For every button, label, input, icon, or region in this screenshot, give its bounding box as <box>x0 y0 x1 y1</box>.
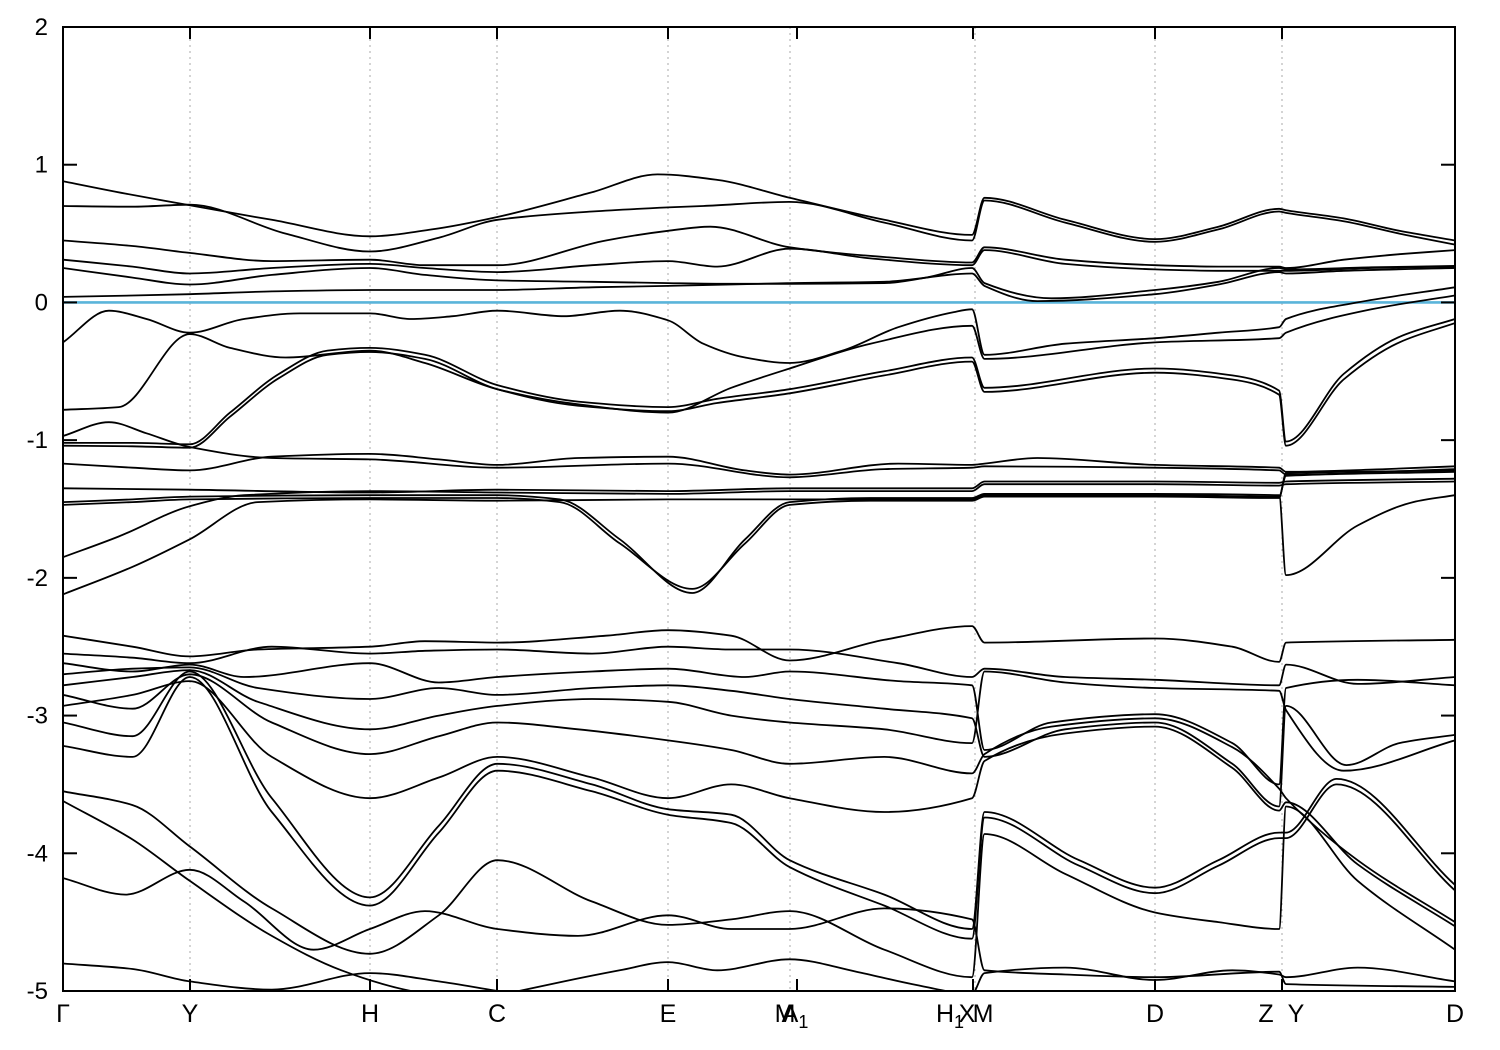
x-tick-label: H1 <box>936 1000 964 1032</box>
bands-group <box>63 173 1455 991</box>
y-tick-label: -2 <box>27 565 48 592</box>
band-curve <box>63 680 1455 928</box>
band-curve <box>63 625 1455 663</box>
y-tick-label: -5 <box>27 978 48 1005</box>
x-tick-label: M <box>973 1000 994 1028</box>
band-curve <box>63 868 1455 988</box>
band-curve <box>63 480 1455 559</box>
band-curve <box>63 199 1455 253</box>
x-tick-label: A1 <box>782 1000 809 1032</box>
x-tick-label: E <box>660 1000 677 1028</box>
x-tick-label: Z <box>1258 1000 1273 1028</box>
band-curve <box>63 294 1455 414</box>
x-tick-label: D <box>1146 1000 1164 1028</box>
band-curve <box>63 470 1455 596</box>
band-curve <box>63 645 1455 687</box>
band-curve <box>63 676 1455 940</box>
y-tick-label: 1 <box>35 152 48 179</box>
y-tick-label: -3 <box>27 703 48 730</box>
x-tick-label: C <box>488 1000 506 1028</box>
y-tick-label: -1 <box>27 427 48 454</box>
band-curve <box>63 800 416 991</box>
band-curve <box>63 790 1455 979</box>
y-tick-label: -4 <box>27 840 48 867</box>
band-curve <box>63 673 1455 923</box>
band-curve <box>63 669 1455 772</box>
y-tick-label: 2 <box>35 14 48 41</box>
band-curve <box>63 173 1455 242</box>
x-tick-label: X <box>959 1000 976 1028</box>
x-tick-label: Y <box>182 1000 199 1028</box>
band-curve <box>63 662 1455 786</box>
x-tick-label: M <box>775 1000 796 1028</box>
band-curve <box>63 322 1455 449</box>
band-curve <box>63 492 1455 594</box>
band-curve <box>63 469 1455 590</box>
band-curve <box>514 958 1455 991</box>
x-tick-label: D <box>1446 1000 1464 1028</box>
x-tick-label: H <box>361 1000 379 1028</box>
band-curve <box>63 267 1455 303</box>
band-curve <box>63 421 1455 479</box>
band-curve <box>63 962 504 991</box>
plot-border <box>62 26 1456 992</box>
x-tick-label: Γ <box>56 1000 70 1028</box>
band-curve <box>63 286 1455 364</box>
band-curve <box>63 225 1455 269</box>
band-curve <box>63 265 1455 300</box>
band-curve <box>63 452 1455 476</box>
x-tick-label: Y <box>1288 1000 1305 1028</box>
y-tick-label: 0 <box>35 289 48 316</box>
band-curve <box>63 670 1455 930</box>
band-curve <box>63 666 1455 808</box>
